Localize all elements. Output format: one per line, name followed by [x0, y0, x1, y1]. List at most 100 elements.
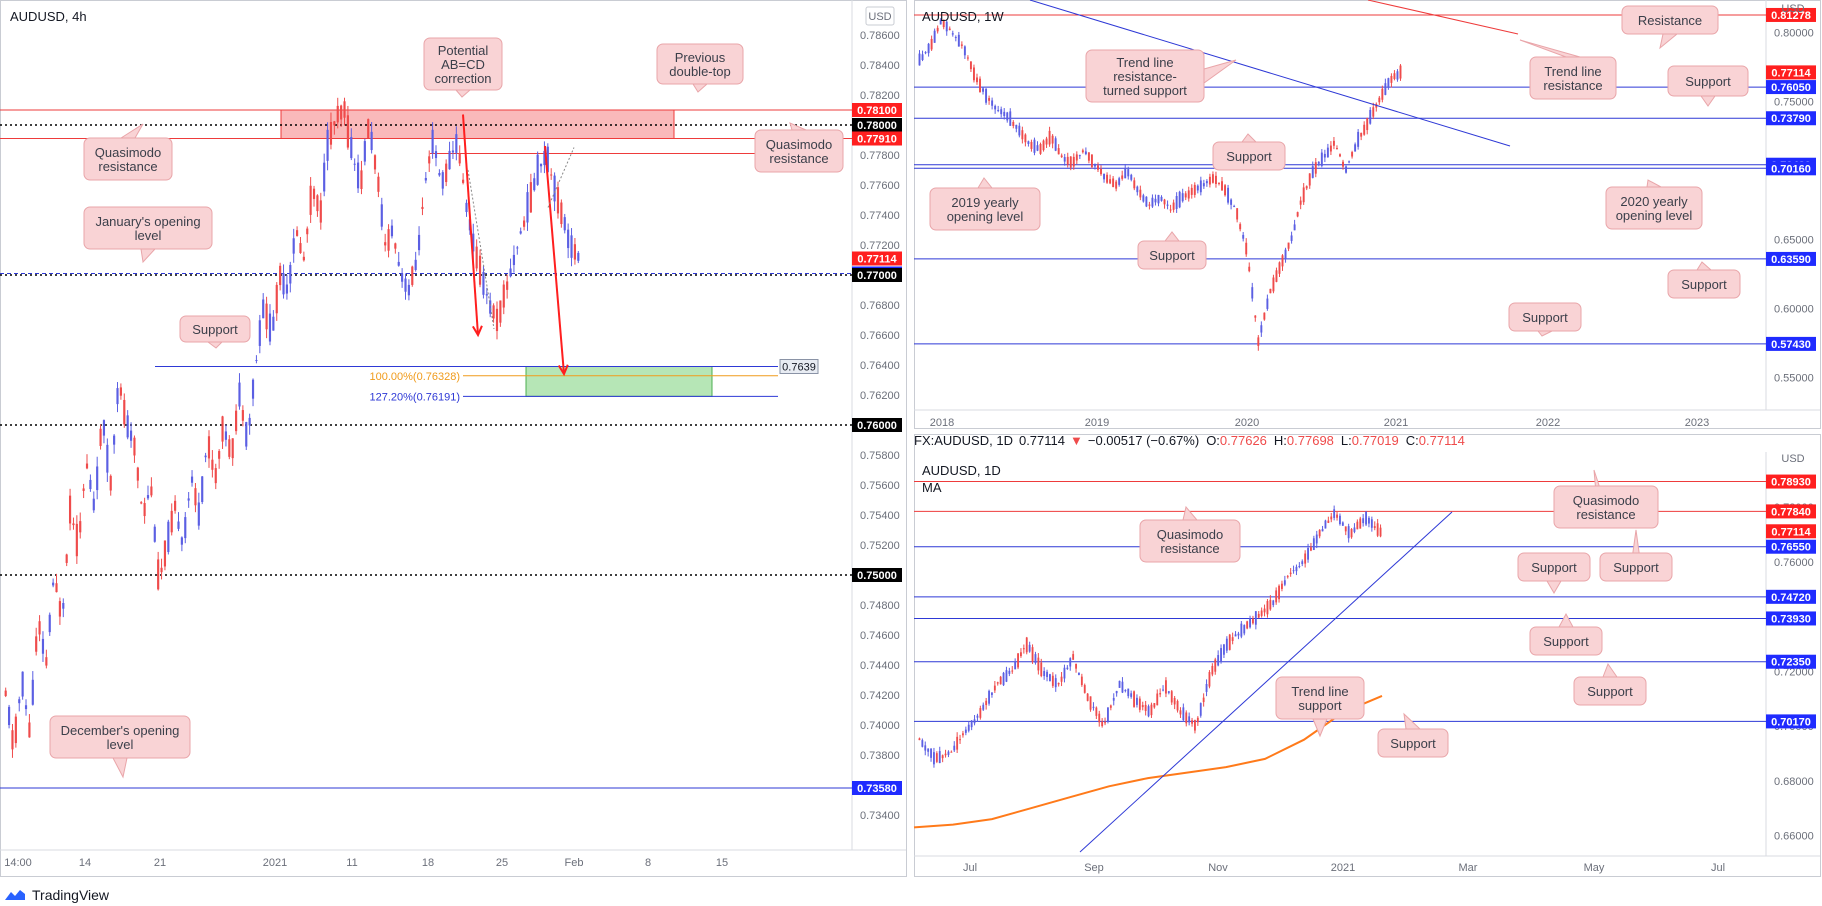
candle-body	[1284, 249, 1287, 260]
candle-body	[1127, 688, 1130, 697]
candle-body	[1339, 515, 1341, 525]
candle-body	[1089, 696, 1092, 710]
x-tick-label: 2018	[930, 417, 954, 429]
candle-body	[224, 431, 228, 440]
y-tick-label: 0.75600	[860, 480, 900, 492]
annotation-text-line: Resistance	[1638, 13, 1702, 28]
annotation-text-line: Support	[192, 322, 238, 337]
annotation-note: Quasimodo resistance	[1139, 505, 1241, 563]
annotation-note: Support	[1517, 552, 1591, 594]
annotation-box	[1137, 240, 1207, 270]
candle-body	[1172, 202, 1175, 210]
candle-body	[265, 303, 268, 330]
candle-body	[954, 37, 957, 39]
candle-body	[404, 278, 407, 292]
price-label-text: 0.77114	[857, 254, 897, 266]
annotation-box	[49, 715, 191, 759]
candle-body	[1379, 527, 1382, 537]
candle-body	[478, 255, 482, 285]
minor-level-box	[779, 359, 819, 374]
candle-body	[1240, 623, 1243, 637]
candle-body	[31, 679, 34, 705]
chart-1d-title: AUDUSD, 1D	[922, 463, 1001, 478]
candle-body	[289, 264, 292, 284]
candle-body	[312, 188, 316, 199]
candle-body	[933, 752, 935, 765]
candle-body	[417, 234, 421, 251]
candle-body	[1218, 182, 1220, 184]
price-label-box	[1766, 714, 1816, 729]
annotation-note: January's opening level	[83, 206, 213, 264]
currency-4h-box[interactable]	[865, 6, 895, 26]
candle-body	[1103, 173, 1106, 180]
candle-body	[89, 479, 92, 490]
candle-body	[373, 155, 377, 170]
candle-body	[119, 387, 122, 396]
candle-body	[1363, 124, 1366, 135]
annotation-note: Quasimodo resistance	[1553, 469, 1659, 529]
candle-body	[1295, 566, 1298, 572]
candle-body	[414, 259, 417, 270]
candle-body	[160, 567, 163, 573]
candle-body	[1066, 667, 1069, 670]
candle-body	[1107, 707, 1109, 722]
candle-body	[1362, 518, 1365, 524]
candle-body	[550, 174, 553, 176]
candle-body	[282, 273, 285, 295]
candle-body	[997, 109, 1000, 111]
panel-1d-frame	[914, 434, 1821, 877]
candle-body	[1356, 521, 1359, 530]
candle-body	[1159, 693, 1162, 695]
y-tick-label: 0.74800	[860, 600, 900, 612]
candle-body	[1252, 618, 1254, 624]
candle-body	[184, 517, 187, 539]
annotation-text-line: Quasimodo	[1573, 493, 1639, 508]
candle-body	[1314, 162, 1317, 174]
annotation-box	[83, 137, 173, 181]
candle-body	[1154, 198, 1157, 203]
candle-body	[985, 88, 988, 103]
candle-body	[387, 229, 390, 251]
candle-body	[1087, 152, 1090, 161]
candle-body	[1075, 154, 1078, 161]
candle-body	[1147, 706, 1150, 717]
candle-body	[1166, 204, 1169, 206]
annotation-box	[423, 37, 503, 91]
candle-body	[363, 141, 366, 162]
candle-body	[1008, 670, 1011, 674]
candle-body	[238, 382, 241, 407]
candle-body	[1211, 174, 1214, 183]
candle-body	[970, 720, 973, 728]
candle-body	[1263, 312, 1266, 320]
candle-body	[245, 422, 248, 447]
annotation-text-line: December's opening	[61, 723, 180, 738]
candle-body	[472, 233, 475, 252]
candle-body	[235, 410, 238, 432]
candle-body	[367, 119, 370, 139]
candle-body	[258, 320, 261, 346]
footer-brand[interactable]: TradingView	[0, 884, 304, 906]
candle-body	[1030, 141, 1033, 149]
candles-layer	[4, 18, 1402, 768]
candle-body	[536, 154, 539, 185]
price-label-text: 0.57430	[1771, 339, 1811, 351]
candle-body	[411, 266, 414, 285]
candle-body	[129, 430, 133, 441]
price-label-box	[1766, 251, 1816, 266]
annotation-box	[754, 129, 844, 173]
candle-body	[1351, 152, 1354, 157]
price-label-box	[852, 118, 902, 132]
candle-body	[201, 476, 204, 502]
price-label-box	[852, 268, 902, 282]
candle-body	[1223, 644, 1225, 655]
candle-body	[945, 21, 948, 32]
candle-body	[441, 172, 444, 189]
candle-body	[1217, 655, 1220, 666]
candle-body	[1043, 670, 1046, 677]
candle-body	[930, 748, 932, 758]
candle-body	[1025, 637, 1028, 653]
weekly-trend-line-support	[1029, 0, 1511, 147]
candle-body	[48, 614, 51, 633]
annotation-text-line: Support	[1613, 560, 1659, 575]
candle-body	[933, 30, 936, 43]
